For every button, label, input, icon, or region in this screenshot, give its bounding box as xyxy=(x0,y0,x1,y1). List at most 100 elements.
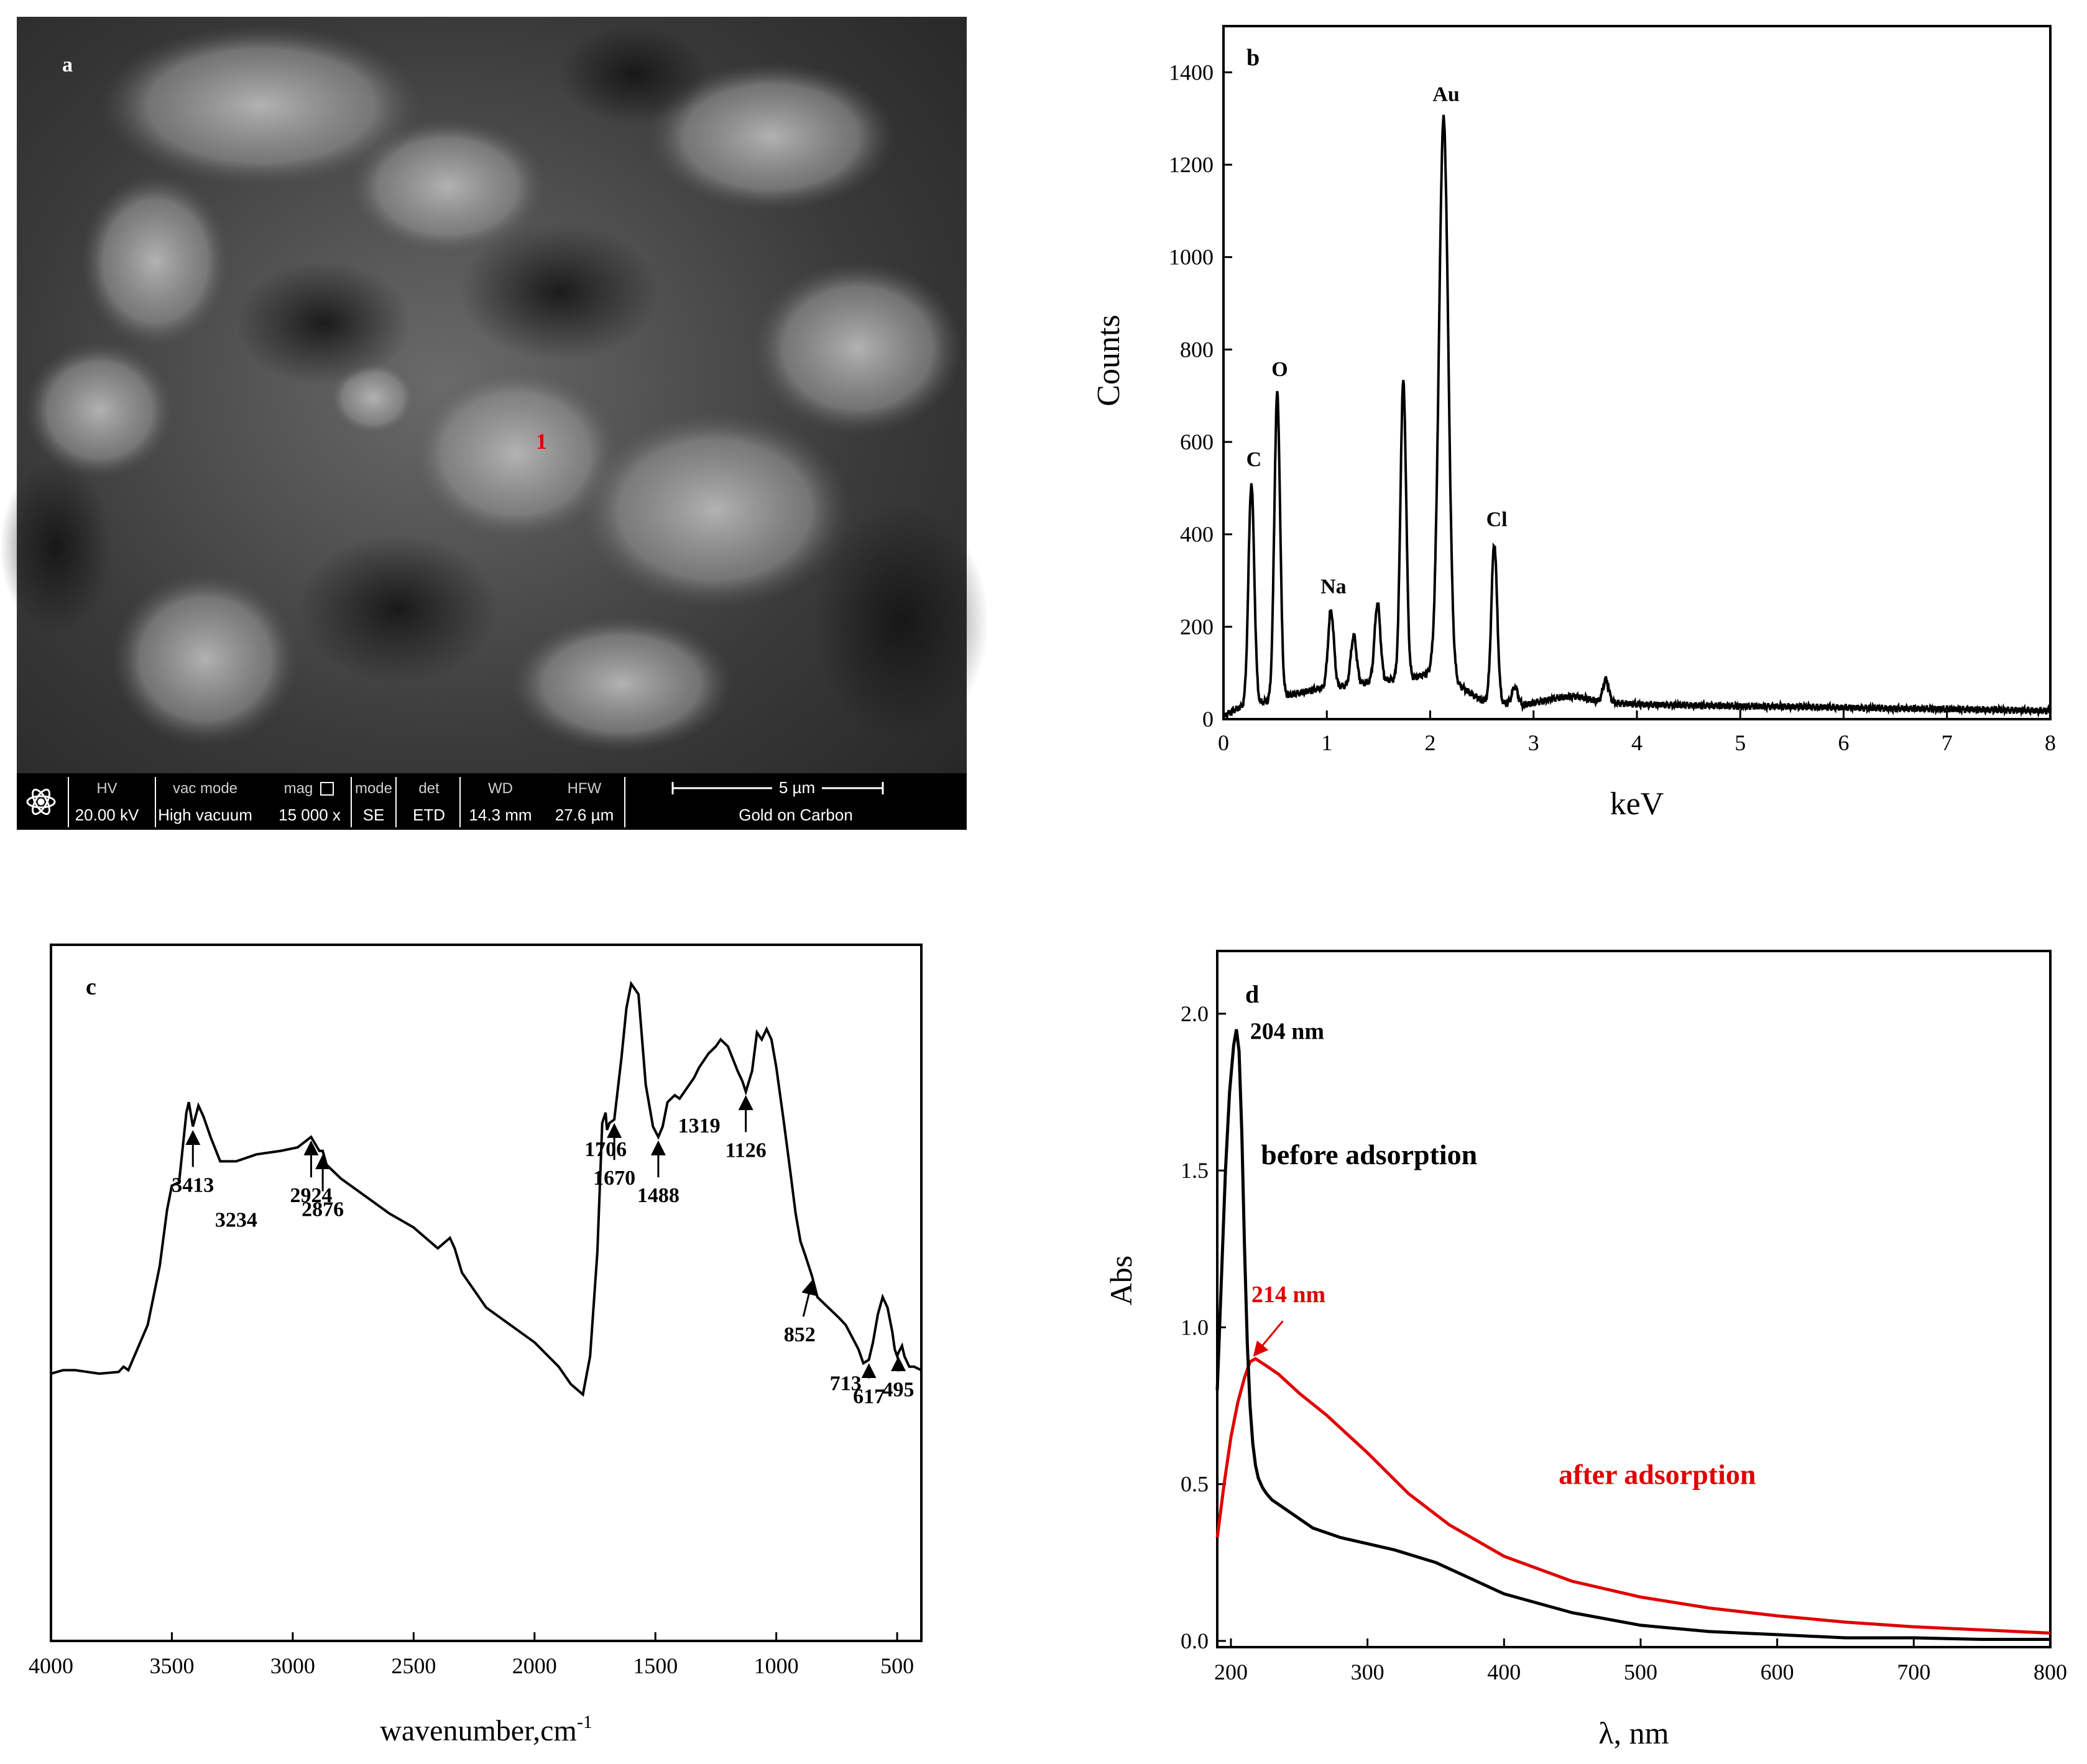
panel-b-ylabel: Counts xyxy=(1091,315,1126,406)
x-tick-label: 7 xyxy=(1942,730,1953,755)
peak-arrow-214nm xyxy=(1253,1320,1284,1357)
coating-label: Gold on Carbon xyxy=(739,806,853,824)
y-tick-label: 1400 xyxy=(1169,60,1214,85)
hfw-header: HFW xyxy=(568,780,602,797)
panel-c: c 4000 3500 3000 2500 2000 1500 1000 500 341332… xyxy=(29,944,923,1747)
peak-label-214nm: 214 nm xyxy=(1251,1282,1325,1308)
scale-bar xyxy=(671,782,884,794)
x-tick-label: 700 xyxy=(1897,1660,1930,1684)
x-tick-label: 800 xyxy=(2034,1660,2067,1684)
det-value: ETD xyxy=(413,806,445,824)
mag-value: 15 000 x xyxy=(279,806,341,824)
wd-header: WD xyxy=(488,780,513,797)
panel-c-frame xyxy=(50,944,923,1642)
x-tick-label: 3000 xyxy=(270,1653,315,1678)
peak-label-cl: Cl xyxy=(1486,508,1508,531)
peak-label-617: 617 xyxy=(853,1385,885,1408)
peak-label-au: Au xyxy=(1432,83,1459,106)
panel-b-frame xyxy=(1222,25,2052,720)
mag-header: mag xyxy=(284,780,313,797)
mode-value: SE xyxy=(363,806,385,824)
x-tick-label: 2000 xyxy=(512,1653,557,1678)
peak-label-3234: 3234 xyxy=(215,1208,257,1231)
peak-label-1488: 1488 xyxy=(637,1184,680,1207)
x-tick-label: 0 xyxy=(1218,730,1229,755)
panel-a: a 1 HV vac mode mag mode xyxy=(0,17,988,830)
peak-label-204nm: 204 nm xyxy=(1250,1018,1324,1044)
y-tick-label: 200 xyxy=(1180,614,1214,639)
sem-point-marker: 1 xyxy=(536,429,547,454)
mode-header: mode xyxy=(355,780,392,797)
peak-label-495: 495 xyxy=(883,1378,915,1401)
series-label-after: after adsorption xyxy=(1559,1459,1756,1491)
y-tick-label: 600 xyxy=(1180,430,1214,454)
x-tick-label: 3500 xyxy=(149,1653,194,1678)
panel-b: b 0 1 2 3 4 5 6 7 8 0 200 400 600 800 1000 1200 1400 C O N… xyxy=(1091,25,2056,822)
peak-label-2876: 2876 xyxy=(302,1198,344,1221)
hv-value: 20.00 kV xyxy=(75,806,139,824)
panel-a-label: a xyxy=(62,53,73,76)
x-tick-label: 300 xyxy=(1351,1660,1384,1684)
panel-d: d 200 300 400 500 600 700 800 0.0 0.5 1.0 1.5 2.0 2… xyxy=(1103,950,2067,1750)
panel-c-xlabel: wavenumber,cm-1 xyxy=(380,1712,592,1747)
y-tick-label: 1.0 xyxy=(1181,1315,1209,1339)
peak-label-2924: 2924 xyxy=(290,1184,332,1207)
sem-info-bar: HV vac mode mag mode det WD HFW 20.00 kV… xyxy=(17,773,967,830)
sem-texture xyxy=(0,25,988,752)
panel-b-xlabel: keV xyxy=(1610,786,1664,822)
x-tick-label: 500 xyxy=(1624,1660,1657,1684)
x-tick-label: 1500 xyxy=(633,1653,678,1678)
y-tick-label: 400 xyxy=(1180,522,1214,547)
det-header: det xyxy=(418,780,440,797)
y-tick-label: 800 xyxy=(1180,337,1214,362)
x-tick-label: 600 xyxy=(1761,1660,1794,1684)
y-tick-label: 1000 xyxy=(1169,245,1214,270)
peak-label-713: 713 xyxy=(830,1372,862,1395)
x-tick-label: 4 xyxy=(1631,730,1642,755)
peak-label-1670: 1670 xyxy=(593,1167,635,1190)
y-tick-label: 1.5 xyxy=(1181,1158,1209,1183)
ftir-spectrum-line xyxy=(50,980,922,1397)
y-tick-label: 0 xyxy=(1202,707,1214,732)
x-tick-label: 4000 xyxy=(29,1653,73,1678)
x-tick-label: 8 xyxy=(2045,730,2056,755)
peak-label-1319: 1319 xyxy=(678,1114,721,1137)
x-tick-label: 400 xyxy=(1487,1660,1521,1684)
peak-label-3413: 3413 xyxy=(172,1174,214,1197)
panel-d-xlabel: λ, nm xyxy=(1598,1716,1669,1750)
panel-c-label: c xyxy=(86,974,96,1000)
atom-logo-icon xyxy=(26,788,56,815)
peak-label-o: O xyxy=(1271,358,1288,381)
after-adsorption-line xyxy=(1215,1356,2051,1635)
mag-checkbox-icon xyxy=(320,782,334,796)
scale-bar-label: 5 µm xyxy=(779,778,815,797)
edx-spectrum-line xyxy=(1222,114,2052,719)
x-tick-label: 6 xyxy=(1838,730,1850,755)
x-tick-label: 5 xyxy=(1735,730,1746,755)
x-tick-label: 200 xyxy=(1214,1660,1248,1684)
annotation-arrow xyxy=(801,1279,816,1317)
hv-header: HV xyxy=(96,780,117,797)
x-tick-label: 1 xyxy=(1321,730,1332,755)
y-tick-label: 0.5 xyxy=(1181,1472,1209,1497)
wd-value: 14.3 mm xyxy=(469,806,532,824)
y-tick-label: 1200 xyxy=(1169,152,1214,177)
y-tick-label: 0.0 xyxy=(1181,1628,1209,1653)
series-label-before: before adsorption xyxy=(1261,1139,1477,1170)
peak-label-1126: 1126 xyxy=(726,1139,767,1162)
peak-label-c: C xyxy=(1246,448,1262,471)
panel-d-label: d xyxy=(1245,980,1259,1008)
x-tick-label: 3 xyxy=(1528,730,1539,755)
hfw-value: 27.6 µm xyxy=(555,806,614,824)
panel-b-label: b xyxy=(1246,45,1260,71)
x-tick-label: 500 xyxy=(880,1653,914,1678)
peak-label-na: Na xyxy=(1320,575,1347,598)
vac-mode-value: High vacuum xyxy=(158,806,252,824)
x-tick-label: 2 xyxy=(1425,730,1436,755)
y-tick-label: 2.0 xyxy=(1181,1001,1209,1026)
vac-mode-header: vac mode xyxy=(173,780,237,797)
peak-label-852: 852 xyxy=(784,1323,816,1346)
before-adsorption-line xyxy=(1215,1029,2050,1641)
x-tick-label: 1000 xyxy=(754,1653,799,1678)
